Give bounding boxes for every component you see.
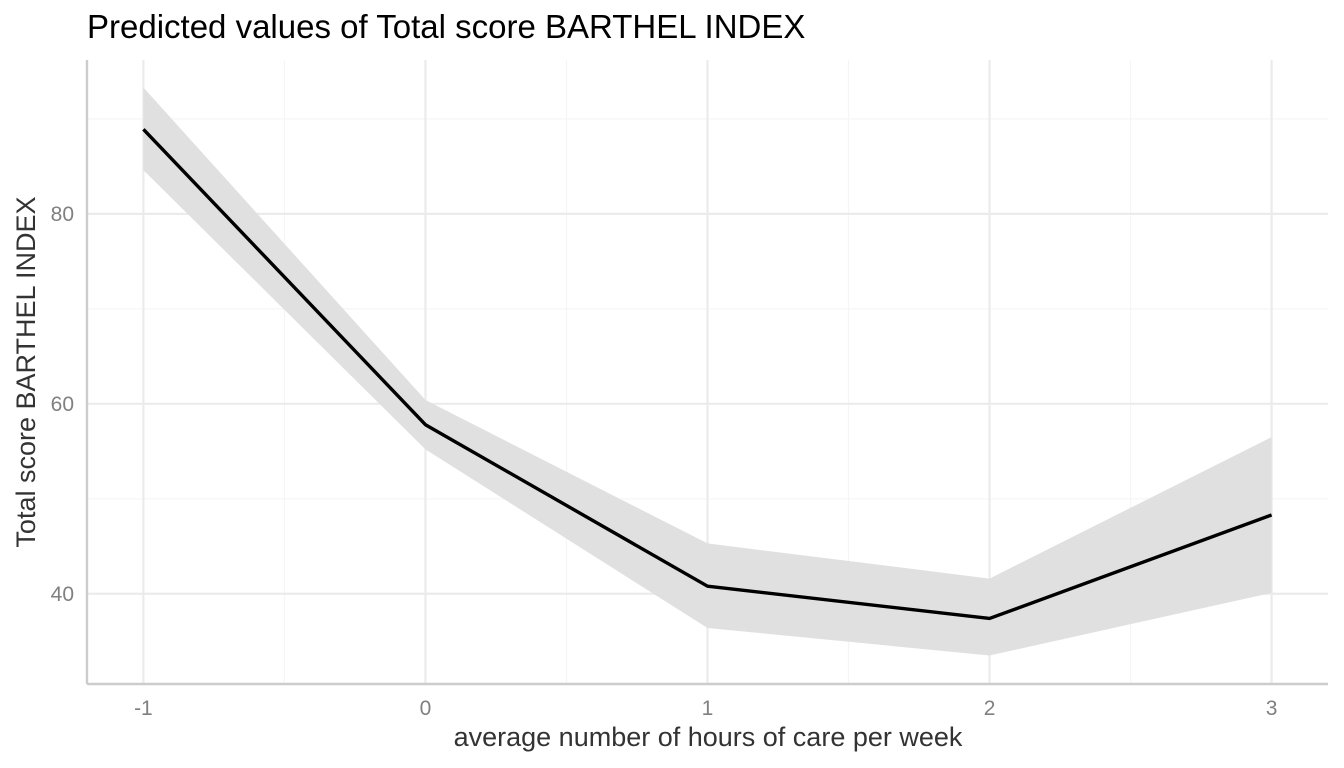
- y-tick-label: 80: [51, 203, 74, 226]
- axes: [85, 60, 1328, 686]
- confidence-ribbon: [143, 87, 1272, 656]
- y-tick-label: 60: [51, 393, 74, 416]
- confidence-band: [143, 87, 1272, 656]
- prediction-line-layer: [142, 128, 1273, 621]
- x-tick-label: 3: [1266, 697, 1278, 720]
- y-axis-title: Total score BARTHEL INDEX: [11, 196, 41, 547]
- y-tick-label: 40: [51, 583, 74, 606]
- x-tick-label: 1: [702, 697, 714, 720]
- x-axis-title: average number of hours of care per week: [454, 722, 963, 752]
- y-tick-labels: 40 60 80: [51, 203, 74, 606]
- x-tick-label: 2: [984, 697, 996, 720]
- x-tick-label: 0: [420, 697, 432, 720]
- x-tick-labels: -1 0 1 2 3: [134, 697, 1277, 720]
- prediction-line: [142, 128, 1273, 621]
- x-tick-label: -1: [134, 697, 153, 720]
- chart-title: Predicted values of Total score BARTHEL …: [87, 8, 805, 45]
